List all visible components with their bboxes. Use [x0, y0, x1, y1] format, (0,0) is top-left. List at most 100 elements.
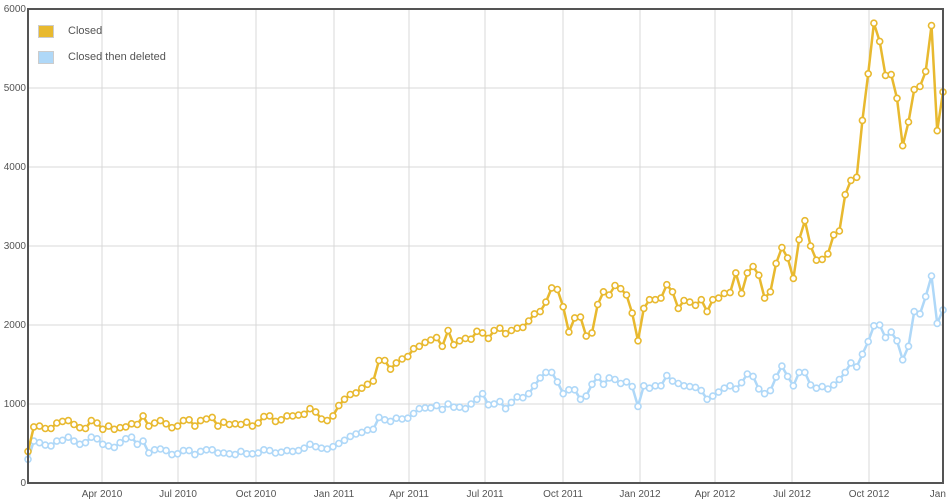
data-point[interactable]: [565, 328, 573, 336]
data-point[interactable]: [829, 381, 838, 389]
data-point[interactable]: [47, 424, 55, 433]
data-point[interactable]: [778, 362, 786, 370]
data-point[interactable]: [639, 304, 648, 313]
data-point[interactable]: [340, 395, 349, 404]
data-point[interactable]: [403, 414, 412, 423]
data-point[interactable]: [760, 294, 769, 302]
data-point[interactable]: [473, 395, 481, 404]
data-point[interactable]: [145, 449, 153, 457]
data-point[interactable]: [185, 415, 193, 424]
data-point[interactable]: [467, 400, 475, 408]
data-point[interactable]: [116, 438, 124, 447]
data-point[interactable]: [70, 437, 78, 445]
data-point[interactable]: [300, 444, 309, 453]
data-point[interactable]: [173, 422, 182, 430]
data-point[interactable]: [93, 419, 101, 427]
data-point[interactable]: [576, 395, 585, 404]
data-point[interactable]: [697, 295, 706, 304]
data-point[interactable]: [334, 439, 343, 448]
data-point[interactable]: [657, 381, 665, 390]
data-point[interactable]: [835, 227, 844, 235]
data-point[interactable]: [628, 382, 637, 391]
data-point[interactable]: [616, 284, 625, 293]
data-point[interactable]: [927, 272, 936, 280]
data-point[interactable]: [461, 404, 470, 413]
data-point[interactable]: [559, 302, 568, 311]
data-point[interactable]: [478, 389, 487, 398]
data-point[interactable]: [104, 422, 113, 430]
data-point[interactable]: [64, 433, 73, 442]
data-point[interactable]: [754, 271, 763, 280]
data-point[interactable]: [340, 436, 349, 445]
data-point[interactable]: [576, 313, 585, 321]
data-point[interactable]: [887, 328, 896, 336]
data-point[interactable]: [824, 250, 832, 258]
data-point[interactable]: [242, 418, 251, 427]
data-point[interactable]: [363, 380, 372, 389]
data-point[interactable]: [530, 381, 539, 390]
data-point[interactable]: [58, 436, 67, 445]
data-point[interactable]: [685, 298, 694, 306]
data-point[interactable]: [392, 359, 401, 367]
data-point[interactable]: [254, 419, 263, 427]
data-point[interactable]: [553, 285, 562, 294]
data-point[interactable]: [444, 326, 452, 335]
data-point[interactable]: [801, 368, 809, 377]
data-point[interactable]: [887, 70, 896, 79]
data-point[interactable]: [496, 324, 504, 333]
data-point[interactable]: [766, 386, 775, 395]
data-point[interactable]: [81, 438, 90, 447]
data-point[interactable]: [783, 254, 792, 262]
data-point[interactable]: [553, 378, 562, 386]
data-point[interactable]: [726, 381, 734, 390]
data-point[interactable]: [829, 231, 838, 239]
data-point[interactable]: [927, 21, 936, 30]
data-point[interactable]: [70, 420, 78, 429]
data-point[interactable]: [824, 385, 832, 393]
data-point[interactable]: [536, 307, 545, 316]
data-point[interactable]: [369, 377, 378, 385]
data-point[interactable]: [910, 85, 919, 94]
data-point[interactable]: [145, 422, 153, 430]
data-point[interactable]: [847, 359, 855, 367]
data-point[interactable]: [300, 410, 309, 419]
data-point[interactable]: [444, 400, 452, 408]
data-point[interactable]: [628, 309, 637, 317]
data-point[interactable]: [806, 381, 815, 389]
data-point[interactable]: [409, 409, 418, 418]
data-point[interactable]: [662, 280, 671, 289]
data-point[interactable]: [697, 386, 706, 395]
data-point[interactable]: [870, 19, 878, 28]
data-point[interactable]: [208, 445, 216, 454]
data-point[interactable]: [323, 416, 332, 425]
data-point[interactable]: [674, 304, 683, 313]
data-point[interactable]: [904, 118, 913, 126]
data-point[interactable]: [749, 262, 757, 271]
data-point[interactable]: [81, 424, 90, 433]
data-point[interactable]: [386, 417, 395, 426]
data-point[interactable]: [622, 291, 631, 299]
data-point[interactable]: [277, 415, 286, 424]
data-point[interactable]: [524, 317, 533, 325]
data-point[interactable]: [858, 350, 867, 359]
data-point[interactable]: [47, 442, 55, 450]
data-point[interactable]: [254, 449, 263, 457]
data-point[interactable]: [139, 437, 147, 445]
data-point[interactable]: [772, 373, 780, 381]
data-point[interactable]: [156, 416, 165, 425]
data-point[interactable]: [507, 398, 516, 407]
data-point[interactable]: [311, 408, 320, 416]
data-point[interactable]: [110, 443, 119, 452]
data-point[interactable]: [795, 235, 803, 244]
data-point[interactable]: [542, 298, 550, 306]
data-point[interactable]: [599, 380, 608, 389]
data-point[interactable]: [789, 381, 798, 390]
data-point[interactable]: [99, 425, 107, 434]
data-point[interactable]: [403, 352, 412, 361]
legend-item-closed[interactable]: Closed: [38, 18, 166, 44]
data-point[interactable]: [593, 300, 602, 309]
data-point[interactable]: [588, 380, 596, 389]
data-point[interactable]: [501, 329, 510, 338]
data-point[interactable]: [329, 442, 337, 451]
data-point[interactable]: [893, 336, 901, 345]
